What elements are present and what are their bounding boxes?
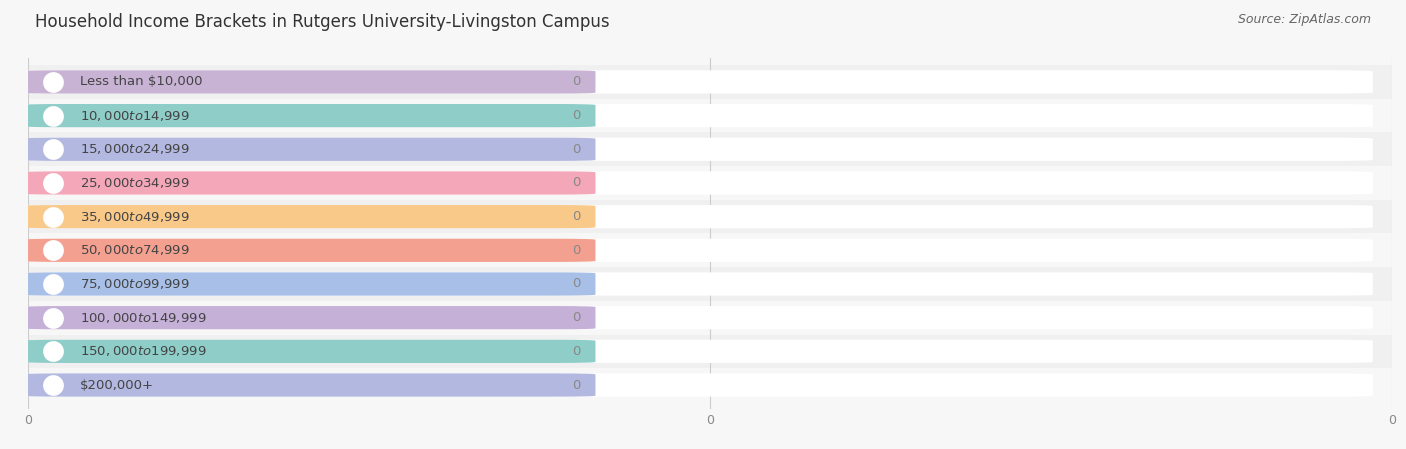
FancyBboxPatch shape — [22, 138, 596, 161]
FancyBboxPatch shape — [22, 306, 1372, 329]
Text: 0: 0 — [572, 311, 581, 324]
Bar — [28, 335, 1392, 368]
FancyBboxPatch shape — [22, 340, 1372, 363]
FancyBboxPatch shape — [22, 374, 1372, 396]
Bar — [28, 267, 1392, 301]
Text: $25,000 to $34,999: $25,000 to $34,999 — [80, 176, 190, 190]
Text: Household Income Brackets in Rutgers University-Livingston Campus: Household Income Brackets in Rutgers Uni… — [35, 13, 610, 31]
Bar — [28, 301, 1392, 335]
Text: $10,000 to $14,999: $10,000 to $14,999 — [80, 109, 190, 123]
Text: $75,000 to $99,999: $75,000 to $99,999 — [80, 277, 190, 291]
FancyBboxPatch shape — [22, 70, 1372, 93]
Text: $150,000 to $199,999: $150,000 to $199,999 — [80, 344, 207, 358]
FancyBboxPatch shape — [22, 172, 1372, 194]
Text: $50,000 to $74,999: $50,000 to $74,999 — [80, 243, 190, 257]
Bar — [28, 233, 1392, 267]
Bar — [28, 65, 1392, 99]
Text: 0: 0 — [572, 210, 581, 223]
Text: 0: 0 — [572, 109, 581, 122]
Text: 0: 0 — [572, 345, 581, 358]
Text: 0: 0 — [572, 75, 581, 88]
FancyBboxPatch shape — [22, 273, 1372, 295]
Text: Source: ZipAtlas.com: Source: ZipAtlas.com — [1237, 13, 1371, 26]
Text: $100,000 to $149,999: $100,000 to $149,999 — [80, 311, 207, 325]
FancyBboxPatch shape — [22, 239, 596, 262]
FancyBboxPatch shape — [22, 239, 1372, 262]
FancyBboxPatch shape — [22, 138, 1372, 161]
FancyBboxPatch shape — [22, 172, 596, 194]
Bar — [28, 99, 1392, 132]
Bar — [28, 200, 1392, 233]
Bar — [28, 132, 1392, 166]
Text: Less than $10,000: Less than $10,000 — [80, 75, 202, 88]
FancyBboxPatch shape — [22, 205, 596, 228]
FancyBboxPatch shape — [22, 70, 596, 93]
Text: 0: 0 — [572, 379, 581, 392]
FancyBboxPatch shape — [22, 273, 596, 295]
Bar — [28, 166, 1392, 200]
Text: 0: 0 — [572, 244, 581, 257]
Text: 0: 0 — [572, 143, 581, 156]
Text: 0: 0 — [572, 277, 581, 291]
FancyBboxPatch shape — [22, 340, 596, 363]
FancyBboxPatch shape — [22, 104, 596, 127]
Text: $35,000 to $49,999: $35,000 to $49,999 — [80, 210, 190, 224]
Text: $15,000 to $24,999: $15,000 to $24,999 — [80, 142, 190, 156]
FancyBboxPatch shape — [22, 205, 1372, 228]
Text: 0: 0 — [572, 176, 581, 189]
FancyBboxPatch shape — [22, 374, 596, 396]
FancyBboxPatch shape — [22, 306, 596, 329]
Bar — [28, 368, 1392, 402]
Text: $200,000+: $200,000+ — [80, 379, 153, 392]
FancyBboxPatch shape — [22, 104, 1372, 127]
